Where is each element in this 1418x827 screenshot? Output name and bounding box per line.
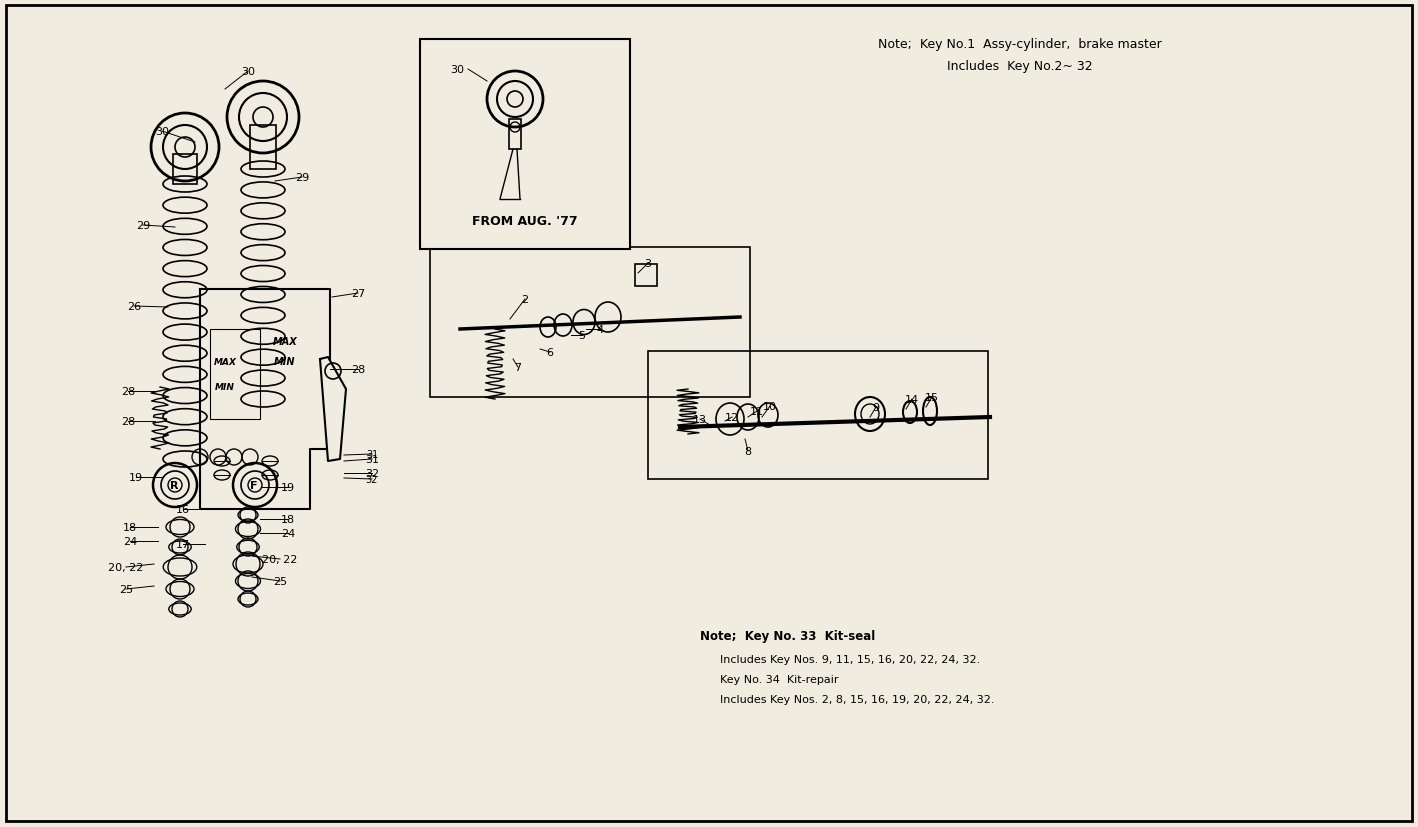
Text: Note;  Key No. 33  Kit-seal: Note; Key No. 33 Kit-seal bbox=[700, 629, 875, 643]
Text: 19: 19 bbox=[281, 482, 295, 492]
Text: 31: 31 bbox=[364, 455, 379, 465]
Text: 12: 12 bbox=[725, 413, 739, 423]
Text: MAX: MAX bbox=[214, 357, 237, 366]
Text: 5: 5 bbox=[579, 331, 586, 341]
Text: 18: 18 bbox=[281, 514, 295, 524]
Text: 16: 16 bbox=[176, 504, 190, 514]
Text: 14: 14 bbox=[905, 394, 919, 404]
Text: MIN: MIN bbox=[274, 356, 296, 366]
Text: 17: 17 bbox=[176, 539, 190, 549]
Text: 3: 3 bbox=[645, 259, 651, 269]
Text: 19: 19 bbox=[129, 472, 143, 482]
Text: MIN: MIN bbox=[216, 383, 235, 391]
Bar bbox=[430, 248, 750, 398]
Text: Includes  Key No.2~ 32: Includes Key No.2~ 32 bbox=[947, 60, 1093, 73]
Text: 28: 28 bbox=[121, 386, 135, 396]
Text: 4: 4 bbox=[597, 325, 604, 335]
Text: 28: 28 bbox=[350, 365, 364, 375]
Text: Note;  Key No.1  Assy-cylinder,  brake master: Note; Key No.1 Assy-cylinder, brake mast… bbox=[878, 38, 1161, 51]
Text: 28: 28 bbox=[121, 417, 135, 427]
Text: 6: 6 bbox=[546, 347, 553, 357]
Text: 32: 32 bbox=[364, 468, 379, 479]
Bar bbox=[509, 120, 520, 150]
Text: 8: 8 bbox=[744, 447, 752, 457]
Text: 25: 25 bbox=[272, 576, 286, 586]
Text: 24: 24 bbox=[281, 528, 295, 538]
Bar bbox=[635, 265, 657, 287]
Text: Includes Key Nos. 9, 11, 15, 16, 20, 22, 24, 32.: Includes Key Nos. 9, 11, 15, 16, 20, 22,… bbox=[720, 654, 980, 664]
Text: 30: 30 bbox=[241, 67, 255, 77]
Text: 24: 24 bbox=[123, 537, 138, 547]
Text: 9: 9 bbox=[872, 403, 879, 413]
Text: 10: 10 bbox=[763, 402, 777, 412]
Text: 31: 31 bbox=[366, 449, 379, 460]
Text: 15: 15 bbox=[925, 393, 939, 403]
Text: R: R bbox=[170, 480, 179, 490]
Text: 29: 29 bbox=[295, 173, 309, 183]
Text: MAX: MAX bbox=[272, 337, 298, 347]
Text: 20, 22: 20, 22 bbox=[108, 562, 143, 572]
Bar bbox=[173, 155, 197, 184]
Text: 26: 26 bbox=[128, 302, 140, 312]
Text: Key No. 34  Kit-repair: Key No. 34 Kit-repair bbox=[720, 674, 838, 684]
Polygon shape bbox=[320, 357, 346, 461]
Text: 32: 32 bbox=[366, 475, 379, 485]
Polygon shape bbox=[200, 289, 330, 509]
Text: F: F bbox=[250, 480, 258, 490]
Bar bbox=[648, 351, 988, 480]
Bar bbox=[210, 330, 259, 419]
Text: 27: 27 bbox=[350, 289, 364, 299]
Text: Includes Key Nos. 2, 8, 15, 16, 19, 20, 22, 24, 32.: Includes Key Nos. 2, 8, 15, 16, 19, 20, … bbox=[720, 694, 994, 704]
Text: 20, 22: 20, 22 bbox=[262, 554, 298, 564]
Bar bbox=[420, 40, 630, 250]
Text: 29: 29 bbox=[136, 221, 150, 231]
Text: 2: 2 bbox=[522, 294, 529, 304]
Text: FROM AUG. '77: FROM AUG. '77 bbox=[472, 215, 577, 228]
Text: 11: 11 bbox=[750, 407, 764, 417]
Bar bbox=[250, 126, 277, 170]
Text: 30: 30 bbox=[155, 127, 169, 136]
Text: 13: 13 bbox=[693, 414, 708, 424]
Text: 7: 7 bbox=[515, 362, 522, 372]
Text: 30: 30 bbox=[450, 65, 464, 75]
Text: 25: 25 bbox=[119, 585, 133, 595]
Text: 18: 18 bbox=[123, 523, 138, 533]
